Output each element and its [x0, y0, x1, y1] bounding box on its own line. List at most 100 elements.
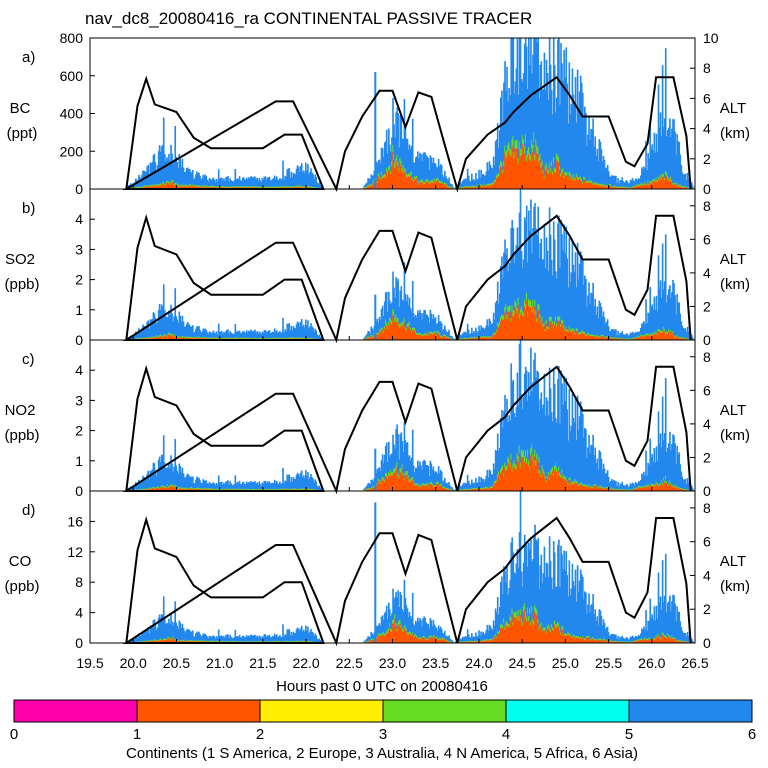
n-america-bar [536, 317, 538, 322]
asia-bar [419, 309, 421, 333]
asia-bar [618, 335, 620, 338]
n-america-bar [660, 480, 663, 483]
asia-bar [266, 177, 269, 187]
n-america-bar [666, 331, 668, 334]
europe-bar [674, 485, 676, 491]
n-america-bar [296, 337, 299, 339]
n-america-bar [686, 338, 689, 340]
europe-bar [398, 326, 401, 340]
asia-bar [223, 482, 225, 489]
n-america-bar [434, 485, 437, 487]
n-america-bar [231, 489, 234, 491]
asia-bar [217, 169, 220, 187]
asia-bar [164, 154, 166, 184]
n-america-bar [366, 488, 368, 490]
europe-bar [676, 186, 678, 189]
asia-bar [230, 180, 233, 187]
europe-bar [514, 148, 517, 189]
europe-bar [543, 325, 546, 340]
europe-bar [538, 462, 541, 491]
n-america-bar [143, 185, 145, 187]
n-america-bar [234, 489, 237, 490]
europe-bar [540, 323, 543, 340]
asia-bar [394, 297, 396, 318]
asia-bar [236, 481, 239, 489]
europe-bar [159, 336, 162, 340]
asia-bar [133, 638, 136, 642]
n-america-bar [686, 489, 689, 491]
asia-bar [370, 174, 373, 185]
n-america-bar [184, 184, 187, 186]
europe-bar [650, 183, 653, 189]
europe-bar [387, 328, 389, 340]
n-america-bar [634, 337, 637, 339]
asia-bar [250, 176, 252, 187]
asia-bar [209, 483, 212, 489]
europe-bar [402, 324, 405, 340]
europe-bar [500, 321, 502, 340]
asia-bar [171, 153, 173, 180]
asia-bar [276, 330, 278, 339]
n-america-bar [542, 323, 545, 327]
n-america-bar [198, 336, 200, 338]
n-america-bar [242, 489, 245, 490]
n-america-bar [553, 465, 556, 471]
europe-bar [558, 162, 560, 189]
n-america-bar [232, 337, 235, 339]
asia-bar [601, 316, 604, 335]
asia-bar [569, 431, 572, 478]
europe-bar [387, 174, 389, 189]
asia-bar [189, 477, 192, 488]
asia-bar [152, 620, 155, 641]
asia-bar [509, 262, 512, 305]
n-america-bar [285, 185, 287, 187]
asia-bar [183, 630, 186, 640]
europe-bar [497, 327, 500, 340]
asia-bar [235, 332, 238, 338]
n-america-bar [514, 464, 517, 469]
n-america-bar [260, 338, 263, 339]
asia-bar [551, 114, 554, 172]
europe-bar [488, 185, 491, 189]
europe-bar [431, 181, 434, 189]
asia-bar [535, 377, 537, 460]
n-america-bar [499, 475, 501, 479]
europe-bar [381, 178, 384, 189]
n-america-bar [622, 186, 625, 188]
asia-bar [592, 118, 594, 184]
n-america-bar [593, 183, 596, 185]
europe-bar [531, 452, 533, 491]
asia-bar [416, 467, 418, 484]
n-america-bar [293, 185, 296, 187]
europe-bar [656, 182, 659, 189]
asia-bar [167, 159, 169, 181]
asia-bar [553, 65, 556, 168]
n-america-bar [621, 186, 624, 188]
europe-bar [375, 486, 378, 491]
asia-bar [657, 255, 660, 329]
n-america-bar [255, 489, 257, 490]
n-america-bar [659, 483, 662, 485]
asia-bar [570, 272, 573, 330]
europe-bar [508, 463, 510, 491]
asia-bar [268, 481, 271, 490]
n-america-bar [179, 336, 182, 338]
n-america-bar [524, 303, 527, 310]
asia-bar [561, 383, 563, 470]
n-america-bar [292, 488, 295, 490]
n-america-bar [611, 487, 613, 489]
asia-bar [423, 152, 425, 182]
asia-bar [199, 480, 201, 488]
europe-bar [185, 186, 188, 189]
asia-bar [594, 298, 597, 335]
europe-bar [541, 469, 544, 491]
asia-bar [255, 483, 257, 490]
n-america-bar [168, 181, 170, 184]
n-america-bar [652, 179, 655, 182]
n-america-bar [396, 154, 398, 161]
n-america-bar [472, 185, 474, 187]
n-america-bar [286, 337, 289, 339]
n-america-bar [636, 335, 639, 337]
asia-bar [444, 325, 446, 335]
asia-bar [537, 372, 540, 470]
